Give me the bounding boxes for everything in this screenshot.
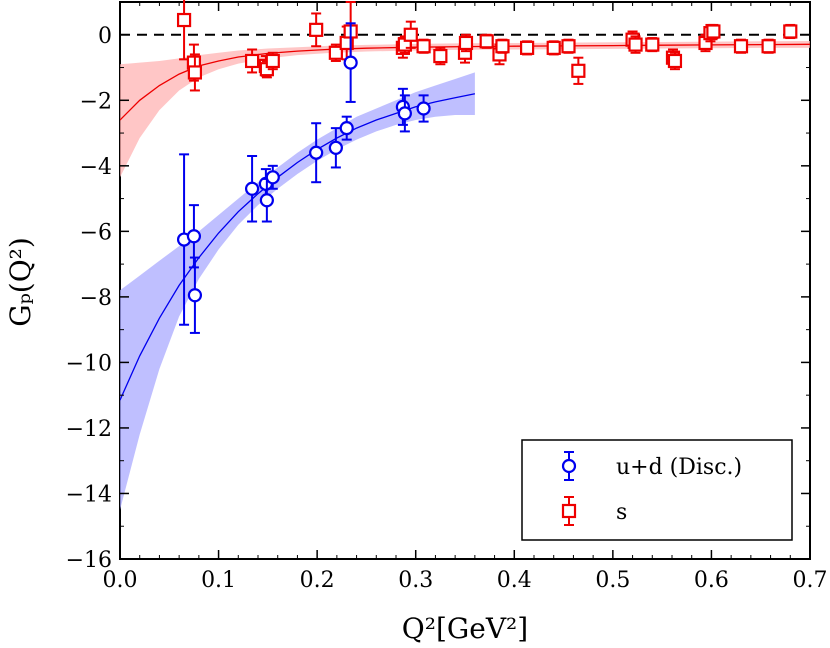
data-point-s xyxy=(761,39,776,54)
legend-label-ud: u+d (Disc.) xyxy=(616,455,742,480)
x-tick-label: 0.6 xyxy=(694,568,729,593)
x-tick-label: 0.1 xyxy=(201,568,236,593)
data-point-u-d-disc xyxy=(343,55,358,70)
data-point-s xyxy=(561,39,576,54)
y-tick-label: −8 xyxy=(80,286,112,311)
data-point-s xyxy=(546,40,561,55)
data-point-u-d-disc xyxy=(339,121,354,136)
x-tick-label: 0.2 xyxy=(300,568,335,593)
data-point-s xyxy=(519,40,535,55)
legend-label-s: s xyxy=(616,500,627,525)
data-point-u-d-disc xyxy=(186,229,202,244)
legend-marker-s xyxy=(561,503,577,519)
data-point-s xyxy=(495,39,510,54)
data-point-u-d-disc xyxy=(259,193,274,208)
y-tick-label: −14 xyxy=(66,482,112,507)
data-point-u-d-disc xyxy=(397,106,412,121)
data-point-s xyxy=(458,35,474,51)
legend-entries xyxy=(561,451,577,526)
data-point-s xyxy=(479,34,494,49)
data-point-u-d-disc xyxy=(416,101,431,116)
data-point-s xyxy=(176,12,192,28)
y-tick-label: 0 xyxy=(98,24,112,49)
data-point-s xyxy=(309,22,324,37)
y-axis-ticks: 0 −2 −4 −6 −8 −10 −12 −14 −16 xyxy=(66,1,810,573)
x-tick-label: 0.7 xyxy=(793,568,828,593)
legend-frame xyxy=(521,439,793,541)
data-point-s xyxy=(706,24,721,39)
data-point-s xyxy=(416,39,431,54)
data-point-s xyxy=(403,27,418,42)
plot-area xyxy=(119,1,811,560)
legend-marker-u-d-disc xyxy=(561,458,577,474)
data-point-u-d-disc xyxy=(244,181,260,196)
data-point-s xyxy=(244,53,260,69)
data-point-s xyxy=(433,48,448,64)
data-point-s xyxy=(628,37,643,52)
y-tick-label: −12 xyxy=(66,417,112,442)
y-tick-label: −6 xyxy=(80,220,112,245)
x-tick-label: 0.3 xyxy=(398,568,433,593)
data-point-s xyxy=(783,24,798,39)
y-tick-label: −2 xyxy=(80,89,112,114)
x-axis-ticks: 0.0 0.1 0.2 0.3 0.4 0.5 0.6 0.7 xyxy=(103,2,828,593)
data-point-s xyxy=(667,53,683,69)
data-point-u-d-disc xyxy=(328,140,343,155)
plot-frame xyxy=(119,1,811,560)
data-point-s xyxy=(265,53,280,69)
legend: u+d (Disc.) s xyxy=(521,439,793,541)
x-tick-label: 0.4 xyxy=(497,568,532,593)
data-points xyxy=(176,0,798,334)
fit-line-u-d-disc xyxy=(120,93,476,401)
y-tick-label: −4 xyxy=(80,155,112,180)
x-axis-title: Q²[GeV²] xyxy=(402,612,528,645)
data-point-s xyxy=(328,45,343,60)
data-point-s xyxy=(645,37,660,52)
data-point-s xyxy=(571,63,586,78)
y-axis-title: Gₚ(Q²) xyxy=(4,237,37,327)
data-point-u-d-disc xyxy=(265,170,280,185)
y-tick-label: −10 xyxy=(66,351,112,376)
x-tick-label: 0.5 xyxy=(595,568,630,593)
x-tick-label: 0.0 xyxy=(103,568,138,593)
data-point-u-d-disc xyxy=(309,145,324,160)
data-point-s xyxy=(187,65,203,80)
data-point-u-d-disc xyxy=(187,288,203,303)
data-point-s xyxy=(733,39,749,54)
fit-band-u-d-disc xyxy=(120,72,475,510)
y-tick-label: −16 xyxy=(66,548,112,573)
